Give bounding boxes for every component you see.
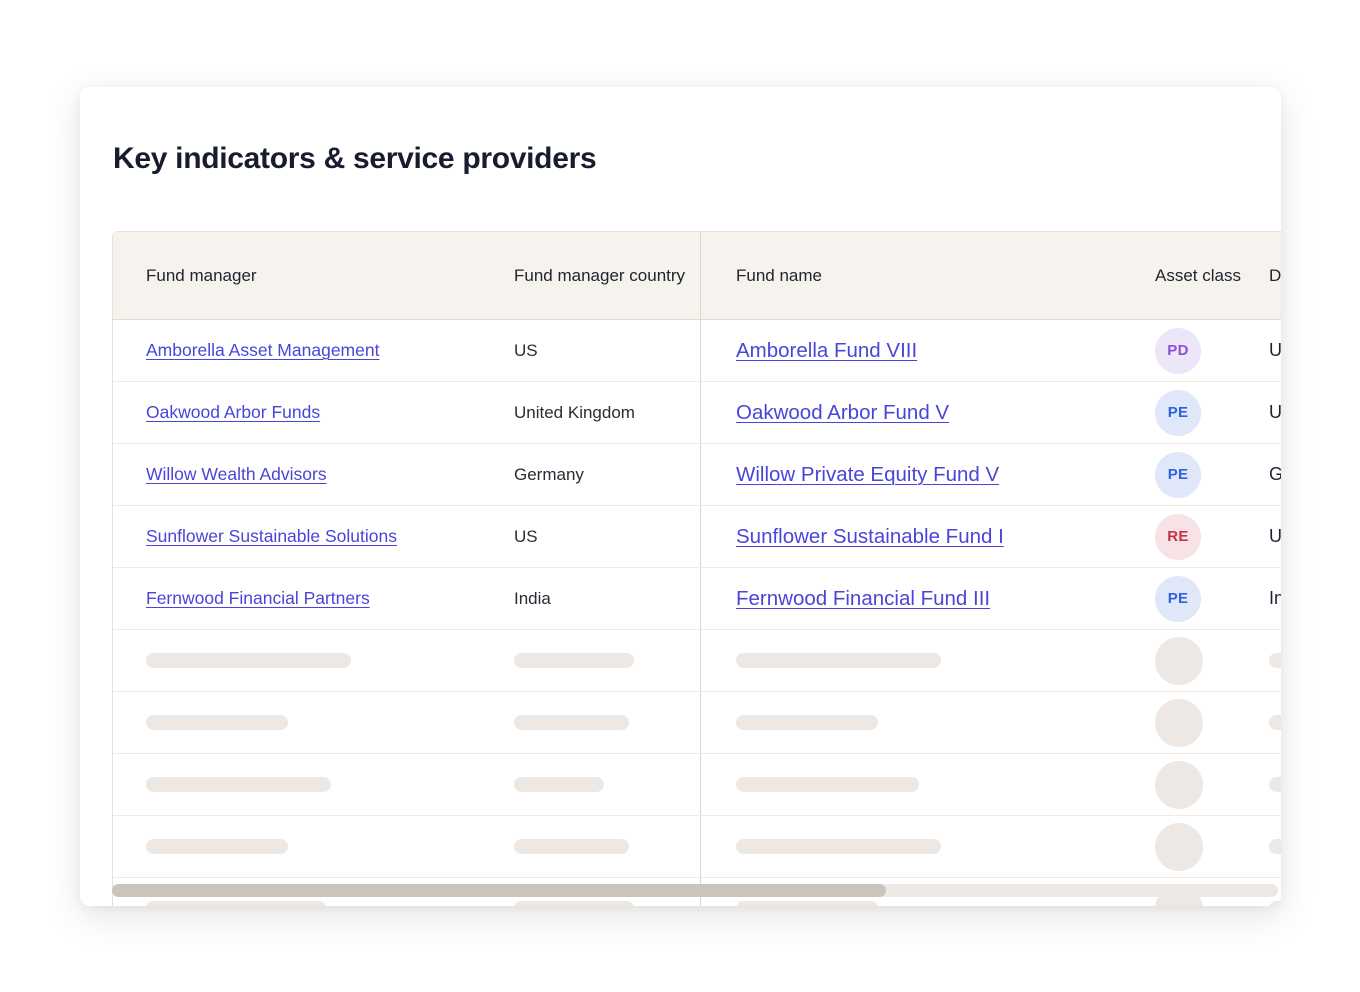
loading-placeholder (736, 901, 878, 906)
horizontal-scrollbar-track[interactable] (112, 884, 1278, 897)
fund-manager-link[interactable]: Amborella Asset Management (146, 340, 380, 360)
loading-placeholder (736, 839, 941, 854)
asset-class-badge: PE (1155, 389, 1201, 436)
loading-placeholder (514, 715, 629, 730)
table-header-row: Fund manager Fund manager country Fund n… (113, 232, 1281, 320)
asset-class-badge: PE (1155, 575, 1201, 622)
loading-placeholder (1269, 777, 1281, 792)
fund-manager-country-cell: US (498, 320, 701, 381)
asset-class-badge: RE (1155, 513, 1201, 560)
asset-class-badge: PD (1155, 327, 1201, 374)
domicile-cell: In (1269, 588, 1281, 608)
loading-placeholder (514, 839, 629, 854)
fund-manager-link[interactable]: Willow Wealth Advisors (146, 464, 327, 484)
loading-row (113, 692, 1281, 754)
fund-manager-country-cell: Germany (498, 444, 701, 505)
loading-placeholder (736, 653, 941, 668)
loading-placeholder (1269, 653, 1281, 668)
loading-row (113, 754, 1281, 816)
loading-placeholder (146, 777, 331, 792)
loading-placeholder (146, 653, 351, 668)
fund-manager-cell: Amborella Asset Management (113, 320, 498, 381)
table-row: Fernwood Financial Partners India Fernwo… (113, 568, 1281, 630)
column-header-fund-manager: Fund manager (146, 265, 257, 285)
asset-class-cell: PD (1121, 320, 1246, 381)
key-indicators-card: Key indicators & service providers Fund … (80, 87, 1281, 906)
domicile-cell: U (1269, 340, 1281, 360)
table-row: Amborella Asset Management US Amborella … (113, 320, 1281, 382)
asset-class-cell: RE (1121, 506, 1246, 567)
loading-placeholder (146, 901, 326, 906)
loading-placeholder (1269, 901, 1281, 906)
fund-name-cell: Amborella Fund VIII (701, 320, 1121, 381)
domicile-cell: U (1269, 402, 1281, 422)
column-header-domicile: D (1269, 265, 1281, 285)
fund-name-link[interactable]: Sunflower Sustainable Fund I (736, 524, 1004, 548)
fund-name-cell: Sunflower Sustainable Fund I (701, 506, 1121, 567)
domicile-cell: U (1269, 526, 1281, 546)
loading-placeholder (1269, 715, 1281, 730)
loading-placeholder (514, 901, 634, 906)
loading-placeholder (146, 715, 288, 730)
fund-manager-link[interactable]: Oakwood Arbor Funds (146, 402, 321, 422)
fund-manager-country-cell: US (498, 506, 701, 567)
column-header-fund-manager-country: Fund manager country (498, 232, 701, 319)
table-row: Oakwood Arbor Funds United Kingdom Oakwo… (113, 382, 1281, 444)
loading-badge-placeholder (1155, 698, 1203, 747)
fund-name-link[interactable]: Willow Private Equity Fund V (736, 462, 1000, 486)
fund-name-link[interactable]: Oakwood Arbor Fund V (736, 400, 950, 424)
column-header-asset-class: Asset class (1155, 265, 1241, 285)
table-row: Sunflower Sustainable Solutions US Sunfl… (113, 506, 1281, 568)
loading-badge-placeholder (1155, 760, 1203, 809)
asset-class-cell: PE (1121, 444, 1246, 505)
column-header-fund-name: Fund name (736, 265, 822, 285)
loading-row (113, 816, 1281, 878)
table-row: Willow Wealth Advisors Germany Willow Pr… (113, 444, 1281, 506)
loading-placeholder (514, 653, 634, 668)
fund-name-link[interactable]: Amborella Fund VIII (736, 338, 918, 362)
asset-class-cell: PE (1121, 382, 1246, 443)
fund-manager-cell: Fernwood Financial Partners (113, 568, 498, 629)
loading-placeholder (736, 715, 878, 730)
table-horizontal-scroll-area[interactable]: Fund manager Fund manager country Fund n… (112, 231, 1281, 906)
domicile-cell: G (1269, 464, 1281, 484)
loading-badge-placeholder (1155, 636, 1203, 685)
fund-manager-link[interactable]: Sunflower Sustainable Solutions (146, 526, 397, 546)
asset-class-badge: PE (1155, 451, 1201, 498)
fund-manager-link[interactable]: Fernwood Financial Partners (146, 588, 370, 608)
fund-name-link[interactable]: Fernwood Financial Fund III (736, 586, 991, 610)
horizontal-scrollbar-thumb[interactable] (112, 884, 886, 897)
loading-placeholder (146, 839, 288, 854)
fund-manager-cell: Sunflower Sustainable Solutions (113, 506, 498, 567)
fund-name-cell: Fernwood Financial Fund III (701, 568, 1121, 629)
loading-row (113, 630, 1281, 692)
fund-manager-cell: Oakwood Arbor Funds (113, 382, 498, 443)
asset-class-cell: PE (1121, 568, 1246, 629)
fund-manager-country-cell: India (498, 568, 701, 629)
loading-placeholder (514, 777, 604, 792)
fund-manager-country-cell: United Kingdom (498, 382, 701, 443)
fund-name-cell: Oakwood Arbor Fund V (701, 382, 1121, 443)
loading-placeholder (1269, 839, 1281, 854)
fund-manager-cell: Willow Wealth Advisors (113, 444, 498, 505)
fund-name-cell: Willow Private Equity Fund V (701, 444, 1121, 505)
loading-badge-placeholder (1155, 822, 1203, 871)
page-title: Key indicators & service providers (113, 142, 597, 175)
loading-placeholder (736, 777, 919, 792)
key-indicators-table: Fund manager Fund manager country Fund n… (112, 231, 1281, 906)
